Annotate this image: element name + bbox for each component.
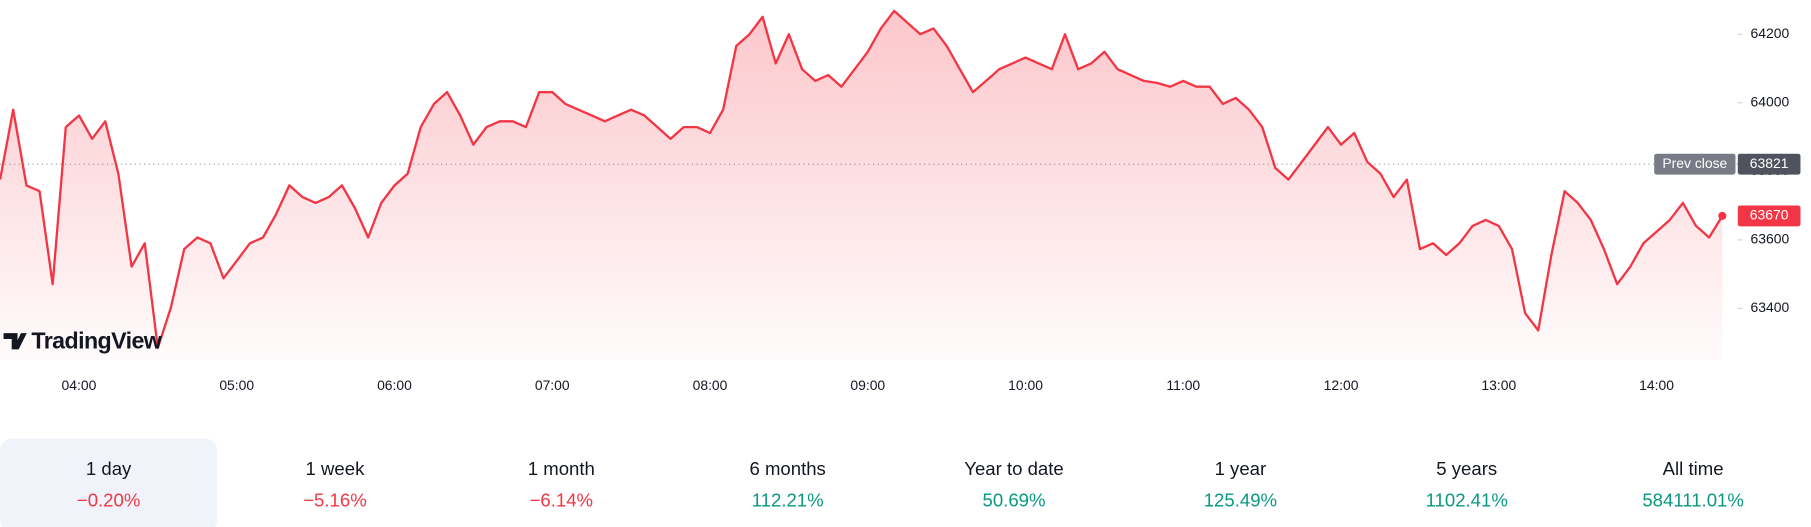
- logo-text: TradingView: [31, 328, 162, 354]
- period-label: 1 week: [306, 458, 366, 479]
- x-tick-label: 12:00: [1324, 377, 1359, 393]
- x-tick-label: 14:00: [1639, 377, 1674, 393]
- period-label: 6 months: [749, 458, 825, 479]
- y-tick-label: 63400: [1751, 299, 1790, 315]
- x-tick-label: 08:00: [693, 377, 728, 393]
- plot: 634006360063800640006420004:0005:0006:00…: [0, 9, 1801, 393]
- period-label: 1 day: [86, 458, 132, 479]
- period-change: −0.20%: [77, 489, 140, 510]
- x-tick-label: 11:00: [1166, 377, 1200, 393]
- prev-close-value-tag: [1737, 153, 1801, 175]
- period-button[interactable]: 1 year 125.49%: [1204, 458, 1277, 510]
- period-button[interactable]: 5 years 1102.41%: [1426, 458, 1508, 510]
- price-line: [0, 9, 1724, 350]
- period-button[interactable]: Year to date 50.69%: [964, 458, 1063, 510]
- x-tick-label: 09:00: [850, 377, 885, 393]
- x-tick-label: 07:00: [535, 377, 570, 393]
- periods: 1 day −0.20% 1 week −5.16% 1 month −6.14% 6 mo…: [0, 438, 1744, 527]
- area: [0, 10, 1723, 360]
- period-selected-bg: [0, 438, 218, 527]
- prev-close-label: Prev close: [1662, 155, 1727, 171]
- x-tick-label: 04:00: [62, 377, 97, 393]
- period-button[interactable]: 1 month −6.14%: [528, 458, 595, 510]
- last-price: 63670: [1750, 207, 1789, 223]
- last-price-tag: [1737, 205, 1801, 227]
- period-change: 50.69%: [983, 489, 1046, 510]
- period-button[interactable]: 1 week −5.16%: [303, 458, 366, 510]
- period-change: 125.49%: [1204, 489, 1277, 510]
- y-tick-label: 64000: [1751, 93, 1790, 109]
- y-tick-label: 63600: [1751, 231, 1790, 247]
- logo: TradingView: [3, 328, 163, 354]
- last-point: [1718, 211, 1727, 220]
- x-tick-label: 05:00: [219, 377, 254, 393]
- period-change: −5.16%: [303, 489, 366, 510]
- period-label: 1 year: [1215, 458, 1267, 479]
- period-button[interactable]: All time 584111.01%: [1642, 458, 1744, 510]
- x-tick-label: 13:00: [1481, 377, 1516, 393]
- period-button[interactable]: 6 months 112.21%: [749, 458, 825, 510]
- y-tick-label: 64200: [1751, 25, 1790, 41]
- logo-icon: [3, 333, 27, 350]
- prev-close-value: 63821: [1750, 155, 1789, 171]
- prev-close-tag: [1654, 153, 1736, 175]
- period-change: 1102.41%: [1426, 489, 1508, 510]
- period-change: −6.14%: [530, 489, 593, 510]
- period-label: 1 month: [528, 458, 595, 479]
- period-change: 112.21%: [752, 489, 824, 510]
- x-tick-label: 10:00: [1008, 377, 1043, 393]
- period-button[interactable]: 1 day −0.20%: [0, 438, 218, 527]
- x-tick-label: 06:00: [377, 377, 412, 393]
- period-label: 5 years: [1436, 458, 1497, 479]
- period-change: 584111.01%: [1642, 489, 1744, 510]
- period-label: Year to date: [964, 458, 1063, 479]
- period-label: All time: [1663, 458, 1724, 479]
